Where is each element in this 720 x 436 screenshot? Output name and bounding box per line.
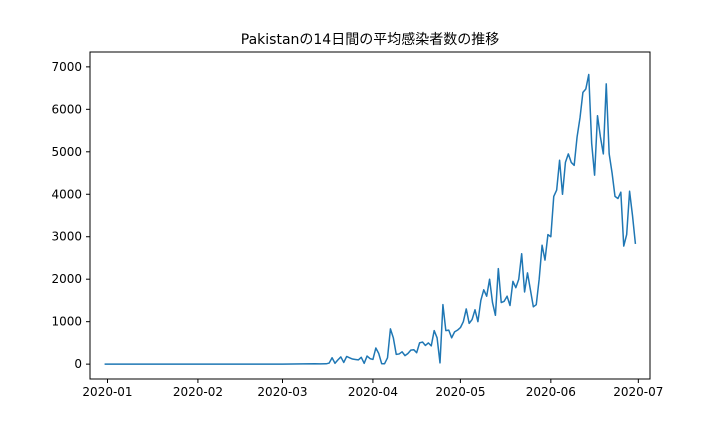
plot-frame xyxy=(89,51,651,380)
x-tick-label: 2020-05 xyxy=(435,385,485,399)
y-axis: 0 1000 2000 3000 4000 5000 6000 7000 xyxy=(51,60,90,371)
x-tick-label: 2020-01 xyxy=(82,385,132,399)
series-line-0 xyxy=(104,73,637,365)
x-tick-label: 2020-06 xyxy=(526,385,576,399)
x-tick-label: 2020-07 xyxy=(613,385,663,399)
y-tick-label: 6000 xyxy=(51,102,82,116)
chart-title: Pakistanの14日間の平均感染者数の推移 xyxy=(241,31,499,48)
y-tick-label: 2000 xyxy=(51,272,82,286)
y-tick-label: 0 xyxy=(74,357,82,371)
x-tick-label: 2020-03 xyxy=(257,385,307,399)
y-tick-label: 5000 xyxy=(51,145,82,159)
x-axis: 2020-01 2020-02 2020-03 2020-04 2020-05 2020-… xyxy=(82,379,663,399)
y-tick-label: 1000 xyxy=(51,315,82,329)
y-tick-label: 4000 xyxy=(51,187,82,201)
plot-area xyxy=(104,73,637,365)
y-tick-label: 7000 xyxy=(51,60,82,74)
x-tick-label: 2020-04 xyxy=(348,385,398,399)
x-tick-label: 2020-02 xyxy=(173,385,223,399)
y-tick-label: 3000 xyxy=(51,230,82,244)
